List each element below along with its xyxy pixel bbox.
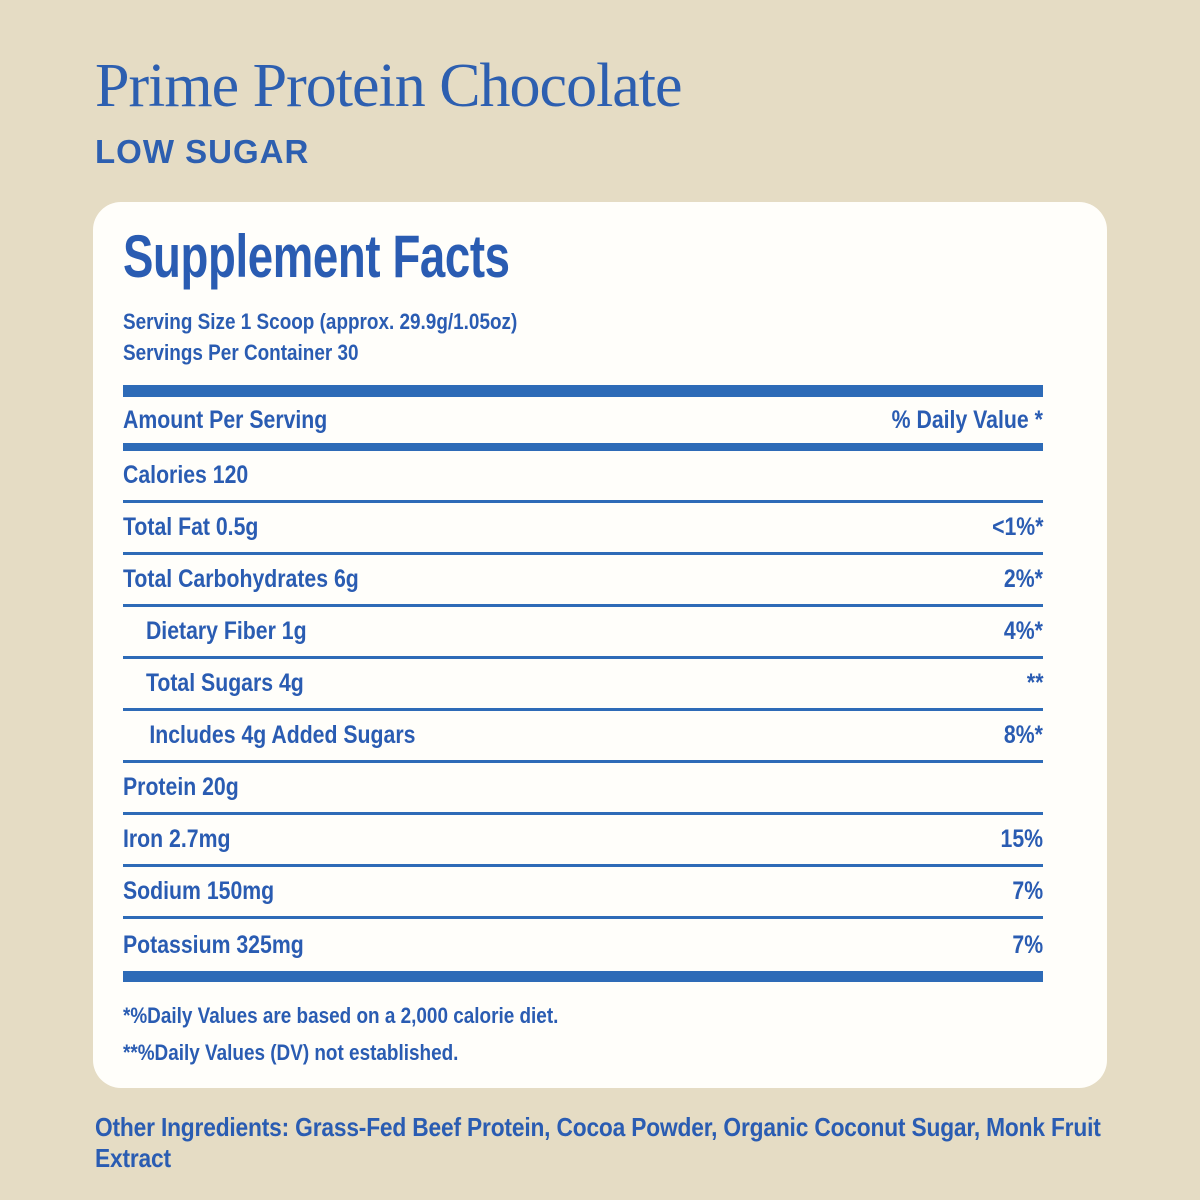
table-row: Dietary Fiber 1g 4%* — [123, 607, 1043, 659]
footnote-dv-not-established: **%Daily Values (DV) not established. — [123, 1040, 459, 1065]
table-row: Potassium 325mg 7% — [123, 919, 1043, 971]
footnotes: *%Daily Values are based on a 2,000 calo… — [123, 997, 1043, 1071]
table-header-row: Amount Per Serving % Daily Value * — [123, 397, 1043, 443]
daily-value-header: % Daily Value * — [891, 405, 1043, 434]
row-value: 4%* — [1004, 617, 1043, 645]
servings-per-container-line: Servings Per Container 30 — [123, 340, 359, 365]
footnote-daily-values: *%Daily Values are based on a 2,000 calo… — [123, 1003, 559, 1028]
row-label: Calories 120 — [123, 461, 249, 489]
row-label: Total Sugars 4g — [145, 669, 304, 697]
amount-per-serving-header: Amount Per Serving — [123, 405, 328, 434]
row-label: Potassium 325mg — [123, 930, 304, 959]
row-value: 7% — [1012, 877, 1043, 905]
table-header-divider — [123, 443, 1043, 451]
other-ingredients-text: Other Ingredients: Grass-Fed Beef Protei… — [95, 1112, 1101, 1173]
table-row: Total Fat 0.5g <1%* — [123, 503, 1043, 555]
table-row: Iron 2.7mg 15% — [123, 815, 1043, 867]
table-row: Calories 120 — [123, 451, 1043, 503]
table-row: Sodium 150mg 7% — [123, 867, 1043, 919]
row-label: Total Carbohydrates 6g — [123, 565, 359, 593]
table-row: Includes 4g Added Sugars 8%* — [123, 711, 1043, 763]
row-value: <1%* — [991, 513, 1043, 541]
facts-rows: Calories 120 Total Fat 0.5g <1%* Total Carb… — [123, 451, 1043, 971]
row-label: Iron 2.7mg — [123, 825, 231, 853]
table-bottom-bar — [123, 971, 1043, 982]
table-row: Total Sugars 4g ** — [123, 659, 1043, 711]
serving-info: Serving Size 1 Scoop (approx. 29.9g/1.05… — [123, 306, 1043, 368]
supplement-facts-heading: Supplement Facts — [123, 223, 510, 290]
product-subtitle: LOW SUGAR — [95, 133, 310, 170]
table-top-bar — [123, 385, 1043, 397]
facts-table: Amount Per Serving % Daily Value * Calor… — [123, 385, 1043, 982]
row-label: Total Fat 0.5g — [123, 513, 259, 541]
row-label: Dietary Fiber 1g — [145, 617, 307, 645]
product-title: Prime Protein Chocolate — [95, 52, 683, 120]
supplement-facts-card: Supplement Facts Serving Size 1 Scoop (a… — [93, 202, 1107, 1088]
row-value: 7% — [1012, 930, 1043, 959]
row-value: 2%* — [1004, 565, 1043, 593]
row-value: 15% — [1000, 825, 1043, 853]
row-label: Includes 4g Added Sugars — [149, 721, 416, 749]
row-label: Protein 20g — [123, 773, 239, 801]
table-row: Protein 20g — [123, 763, 1043, 815]
table-row: Total Carbohydrates 6g 2%* — [123, 555, 1043, 607]
row-value: ** — [1026, 669, 1043, 697]
row-label: Sodium 150mg — [123, 877, 275, 905]
row-value: 8%* — [1004, 721, 1043, 749]
serving-size-line: Serving Size 1 Scoop (approx. 29.9g/1.05… — [123, 309, 518, 334]
